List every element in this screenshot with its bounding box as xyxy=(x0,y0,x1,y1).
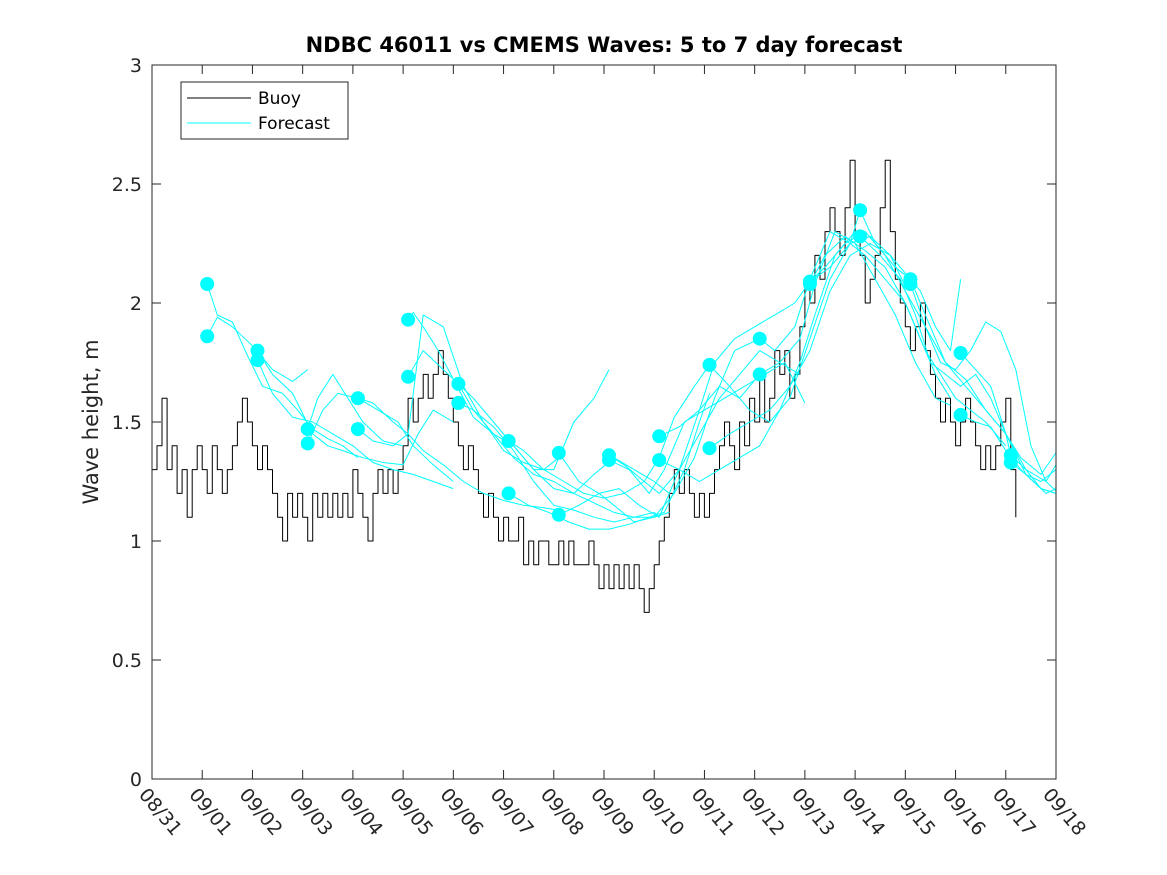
forecast-start-marker xyxy=(401,369,416,384)
forecast-start-marker xyxy=(501,434,516,448)
forecast-start-marker xyxy=(953,407,968,422)
series-forecast-line xyxy=(357,314,560,471)
legend-forecast-label: Forecast xyxy=(258,114,330,134)
series-forecast-line xyxy=(307,392,454,482)
y-tick-label: 3 xyxy=(130,55,142,77)
forecast-start-marker xyxy=(551,445,566,460)
forecast-start-marker xyxy=(401,312,416,327)
series-forecast-line xyxy=(909,283,1057,492)
legend-buoy-label: Buoy xyxy=(258,89,301,109)
series-forecast-line xyxy=(206,283,359,459)
forecast-start-marker xyxy=(350,422,365,437)
forecast-start-marker xyxy=(501,486,516,501)
legend-box xyxy=(180,81,349,140)
series-forecast-line xyxy=(910,278,962,352)
forecast-start-marker xyxy=(451,396,466,410)
series-forecast-line xyxy=(508,393,710,530)
y-axis-label: Wave height, m xyxy=(79,339,103,504)
forecast-start-marker xyxy=(200,277,215,291)
series-forecast-line xyxy=(1010,462,1057,482)
series-forecast-line xyxy=(859,209,1057,482)
y-tick-label: 2 xyxy=(130,293,142,315)
series-forecast-line xyxy=(458,383,670,518)
chart-title: NDBC 46011 vs CMEMS Waves: 5 to 7 day fo… xyxy=(306,33,903,57)
forecast-start-marker xyxy=(652,429,667,444)
forecast-start-marker xyxy=(602,453,616,468)
forecast-start-marker xyxy=(702,441,717,456)
marker-layer xyxy=(200,203,1018,522)
forecast-start-marker xyxy=(702,357,717,372)
forecast-start-marker xyxy=(451,376,466,391)
forecast-start-marker xyxy=(300,422,315,437)
forecast-start-marker xyxy=(752,367,767,382)
y-tick-label: 0 xyxy=(130,769,142,791)
series-forecast-line xyxy=(1010,454,1057,494)
forecast-start-marker xyxy=(853,229,868,244)
series-forecast-line xyxy=(608,350,801,494)
series-forecast-line xyxy=(658,210,861,437)
series-forecast-line xyxy=(709,243,906,449)
series-forecast-line xyxy=(558,338,760,523)
forecast-start-marker xyxy=(350,391,365,406)
series-forecast-line xyxy=(608,362,806,494)
series-forecast-line xyxy=(357,397,559,511)
series-forecast-line xyxy=(809,235,1007,447)
series-forecast-line xyxy=(257,350,454,466)
series-forecast-line xyxy=(407,350,660,523)
series-forecast-line xyxy=(709,235,911,423)
y-tick-label: 1.5 xyxy=(112,412,142,434)
series-forecast-line xyxy=(960,352,1057,475)
y-tick-label: 0.5 xyxy=(112,650,142,672)
series-layer xyxy=(152,159,1057,613)
forecast-start-marker xyxy=(652,453,667,468)
forecast-start-marker xyxy=(300,436,315,451)
y-tick-label: 1 xyxy=(130,531,142,553)
forecast-start-marker xyxy=(903,277,918,291)
forecast-start-marker xyxy=(1003,455,1018,470)
forecast-start-marker xyxy=(752,331,767,346)
series-forecast-line xyxy=(206,316,309,382)
forecast-start-marker xyxy=(802,277,817,291)
legend: Buoy Forecast xyxy=(180,81,349,140)
forecast-start-marker xyxy=(853,203,868,218)
y-tick-label: 2.5 xyxy=(112,174,142,196)
forecast-start-marker xyxy=(551,507,566,522)
forecast-start-marker xyxy=(250,353,265,368)
series-forecast-line xyxy=(307,373,404,447)
series-forecast-line xyxy=(458,402,670,494)
forecast-start-marker xyxy=(953,346,968,360)
series-forecast-line xyxy=(508,364,710,499)
forecast-start-marker xyxy=(200,329,215,344)
series-forecast-line xyxy=(257,359,454,490)
